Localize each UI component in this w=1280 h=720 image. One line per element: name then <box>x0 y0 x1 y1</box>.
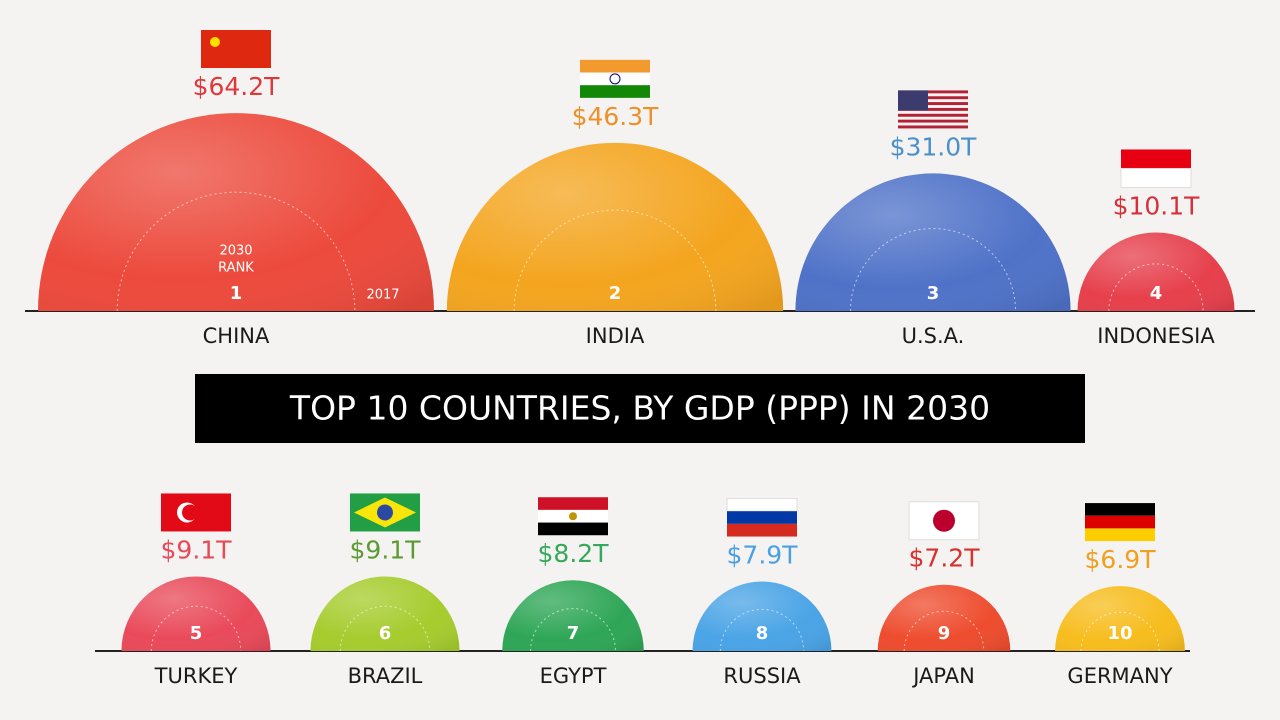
category-label: TURKEY <box>154 664 238 688</box>
category-label: INDIA <box>586 324 645 348</box>
rank: 2 <box>609 283 622 304</box>
rank: 4 <box>1150 283 1163 304</box>
value-label: $7.9T <box>727 541 799 570</box>
bubble-shade <box>38 113 434 311</box>
flag-part <box>898 125 968 129</box>
category-label: U.S.A. <box>902 324 965 348</box>
flag-part <box>609 73 621 85</box>
rank: 6 <box>379 623 392 644</box>
bubble-shade <box>877 584 1011 651</box>
flag <box>1120 149 1192 188</box>
flag-part <box>1085 503 1155 516</box>
flag <box>161 493 231 532</box>
rank-arc <box>1108 263 1204 312</box>
value-label: $9.1T <box>350 535 422 564</box>
value-label: $6.9T <box>1085 545 1157 574</box>
value-label: $46.3T <box>572 102 660 131</box>
flag <box>908 501 980 541</box>
rank-arc <box>719 608 805 652</box>
value-label: $64.2T <box>193 72 281 101</box>
flag-part <box>726 498 798 512</box>
category-label: JAPAN <box>911 664 975 688</box>
flag-part <box>1121 149 1191 169</box>
rank-arc <box>849 228 1017 312</box>
bubble-shade <box>121 576 271 651</box>
category-label: INDONESIA <box>1097 324 1215 348</box>
flag-part <box>569 512 577 521</box>
rank-arc <box>150 605 242 652</box>
flag-part <box>580 72 650 86</box>
rank-note: 2030 <box>219 244 252 259</box>
flag-part <box>898 90 968 94</box>
flag-part <box>898 113 968 117</box>
value-label: $7.2T <box>909 544 981 573</box>
flag <box>726 498 798 537</box>
flag-part <box>898 107 968 111</box>
rank: 8 <box>756 623 769 644</box>
rank: 10 <box>1107 623 1132 644</box>
flag-part <box>727 511 797 524</box>
year-note: 2017 <box>366 288 399 303</box>
flag <box>538 497 608 536</box>
rank: 9 <box>938 623 951 644</box>
flag <box>201 30 271 68</box>
flag-part <box>727 523 797 537</box>
value-label: $10.1T <box>1113 191 1201 220</box>
bubble-shade <box>310 576 460 651</box>
rank-arc <box>1080 611 1160 652</box>
flag-part <box>898 90 928 111</box>
rank: 5 <box>190 623 203 644</box>
flag-part <box>377 504 393 521</box>
bubble-shade <box>795 173 1071 311</box>
flag-part <box>898 119 968 123</box>
value-label: $9.1T <box>161 535 233 564</box>
flag-part <box>538 522 608 536</box>
flag <box>350 493 420 532</box>
bubble-shade <box>1055 586 1185 651</box>
bubble-shade <box>1077 232 1235 311</box>
flag-part <box>580 85 650 98</box>
flag-part <box>580 59 650 73</box>
flag-part <box>898 102 968 106</box>
category-label: GERMANY <box>1067 664 1172 688</box>
category-label: BRAZIL <box>348 664 423 688</box>
rank-arc <box>339 605 431 652</box>
chart-title: TOP 10 COUNTRIES, BY GDP (PPP) IN 2030 <box>289 389 990 428</box>
category-label: EGYPT <box>540 664 607 688</box>
rank-arc <box>116 191 356 312</box>
flag-part <box>933 509 955 532</box>
value-label: $8.2T <box>538 539 610 568</box>
flag <box>580 59 650 98</box>
rank-note: RANK <box>218 261 254 276</box>
flag <box>1085 503 1155 542</box>
flag-part <box>210 37 220 47</box>
flag-part <box>1120 167 1192 188</box>
value-label: $31.0T <box>890 132 978 161</box>
rank-arc <box>530 608 616 652</box>
category-label: RUSSIA <box>723 664 801 688</box>
bubble-shade <box>692 581 832 651</box>
flag-part <box>201 30 271 68</box>
rank: 7 <box>567 623 580 644</box>
flag <box>898 90 968 129</box>
title-box <box>195 374 1085 443</box>
flag-part <box>1085 515 1155 529</box>
flag-part <box>538 497 608 510</box>
rank: 1 <box>230 283 243 304</box>
bubble-shade <box>502 580 644 651</box>
flag-part <box>182 504 198 521</box>
bubble-shade <box>446 142 784 311</box>
flag-part <box>898 96 968 100</box>
flag-part <box>1085 528 1155 542</box>
rank: 3 <box>927 283 940 304</box>
category-label: CHINA <box>203 324 270 348</box>
